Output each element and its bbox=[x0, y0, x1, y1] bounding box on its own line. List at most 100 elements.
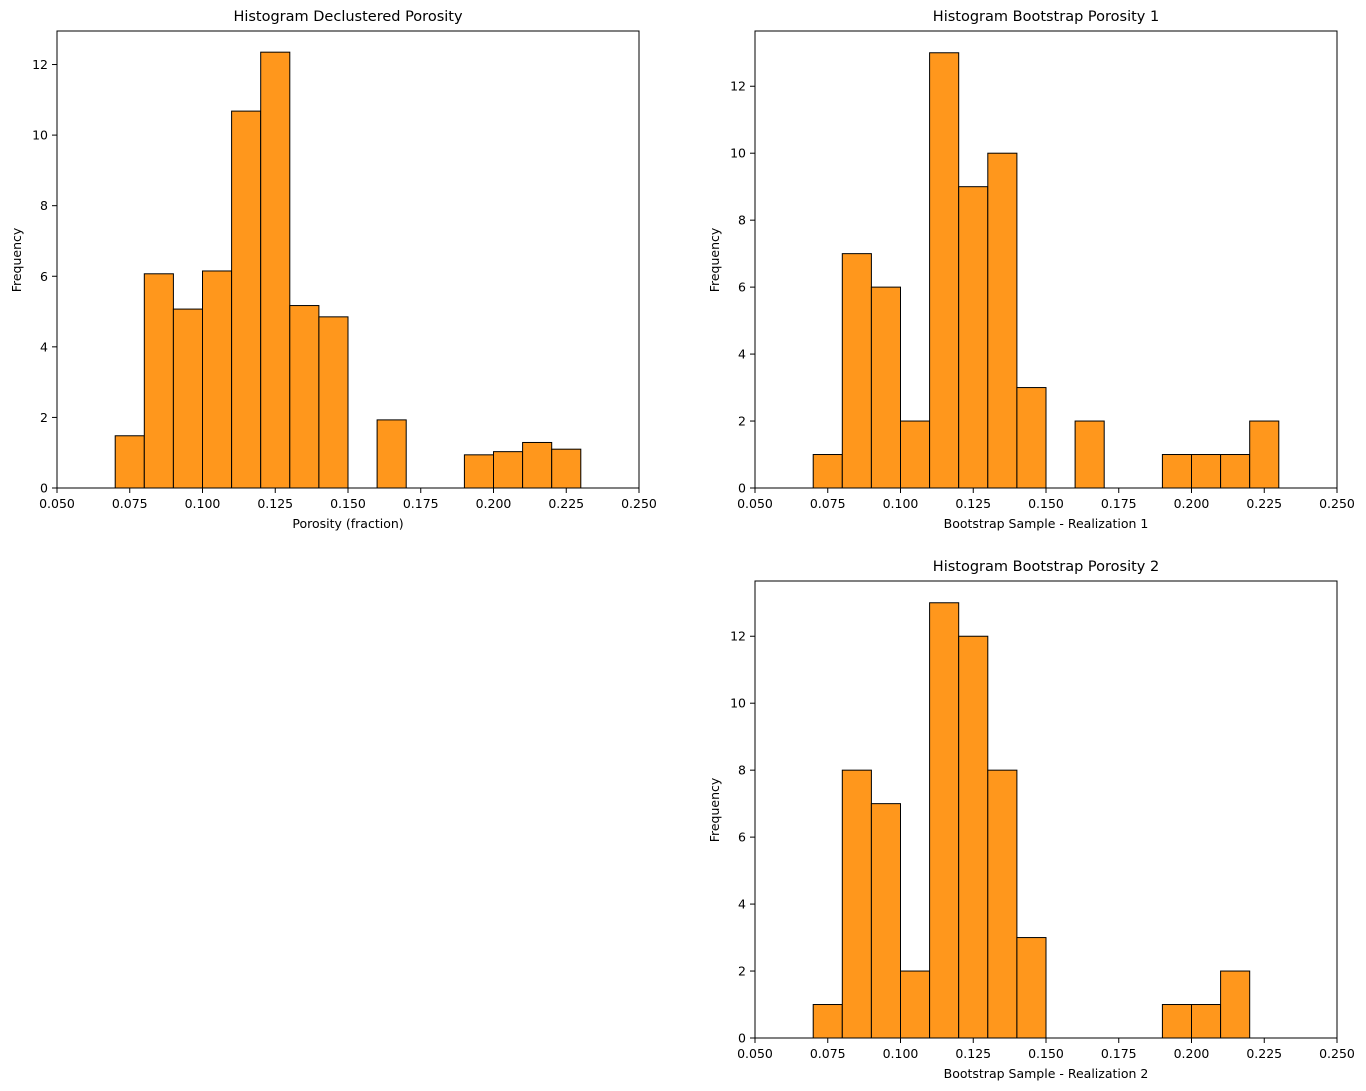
histogram-bar bbox=[841, 769, 872, 1039]
x-tick-label: 0.050 bbox=[737, 1046, 773, 1061]
histogram-bar bbox=[900, 970, 931, 1039]
histogram-bar bbox=[376, 419, 407, 489]
y-tick-label: 2 bbox=[738, 964, 746, 979]
y-tick-label: 6 bbox=[738, 280, 746, 295]
y-axis-label: Frequency bbox=[707, 227, 722, 292]
x-tick-label: 0.075 bbox=[810, 1046, 846, 1061]
x-tick-label: 0.125 bbox=[955, 496, 991, 511]
x-axis-label: Bootstrap Sample - Realization 2 bbox=[944, 1066, 1149, 1081]
histogram-bar bbox=[812, 454, 843, 489]
histogram-bar bbox=[1161, 454, 1193, 489]
y-axis-label: Frequency bbox=[707, 777, 722, 842]
histogram-bar bbox=[1220, 454, 1251, 489]
axes-frame bbox=[754, 580, 1338, 1039]
y-axis-ticks: 0 2 4 6 8 10 12 bbox=[32, 57, 57, 496]
histogram-bar bbox=[1249, 420, 1280, 489]
histogram-bar bbox=[870, 286, 902, 489]
y-tick-label: 12 bbox=[32, 57, 48, 72]
histogram-bar bbox=[987, 769, 1018, 1039]
y-axis-ticks: 0 2 4 6 8 10 12 bbox=[730, 629, 755, 1046]
x-tick-label: 0.125 bbox=[955, 1046, 991, 1061]
x-tick-label: 0.250 bbox=[1319, 496, 1355, 511]
histogram-bar bbox=[318, 316, 349, 489]
x-axis-ticks: 0.050 0.075 0.100 0.125 0.150 0.175 0.200 0.225… bbox=[39, 488, 657, 511]
histogram-bar bbox=[812, 1004, 843, 1039]
y-tick-label: 0 bbox=[40, 481, 48, 496]
chart-title: Histogram Declustered Porosity bbox=[233, 9, 463, 25]
y-tick-label: 0 bbox=[738, 1031, 746, 1046]
x-tick-label: 0.150 bbox=[330, 496, 366, 511]
y-tick-label: 6 bbox=[40, 269, 48, 284]
x-tick-label: 0.100 bbox=[185, 496, 221, 511]
x-tick-label: 0.100 bbox=[883, 496, 919, 511]
histogram-bar bbox=[522, 441, 553, 489]
histogram-bar bbox=[1161, 1004, 1193, 1039]
x-tick-label: 0.175 bbox=[1101, 496, 1137, 511]
histogram-bar bbox=[1191, 454, 1222, 489]
histogram-bar bbox=[1016, 937, 1047, 1039]
x-tick-label: 0.100 bbox=[883, 1046, 919, 1061]
histogram-bar bbox=[289, 305, 320, 489]
histogram-bar bbox=[143, 273, 174, 489]
x-tick-label: 0.150 bbox=[1028, 1046, 1064, 1061]
y-tick-label: 10 bbox=[32, 128, 48, 143]
x-tick-label: 0.225 bbox=[548, 496, 584, 511]
histogram-bar bbox=[260, 51, 291, 489]
histogram-bar bbox=[958, 186, 989, 489]
x-tick-label: 0.250 bbox=[621, 496, 657, 511]
x-tick-label: 0.075 bbox=[112, 496, 148, 511]
histogram-bar bbox=[1074, 420, 1105, 489]
histogram-bar bbox=[202, 270, 233, 489]
x-tick-label: 0.175 bbox=[1101, 1046, 1137, 1061]
histogram-bar bbox=[114, 435, 145, 489]
x-tick-label: 0.075 bbox=[810, 496, 846, 511]
y-tick-label: 6 bbox=[738, 830, 746, 845]
x-tick-label: 0.050 bbox=[39, 496, 75, 511]
histogram-bootstrap-porosity-1: Histogram Bootstrap Porosity 1 0.050 0.07… bbox=[707, 9, 1355, 531]
y-tick-label: 10 bbox=[730, 146, 746, 161]
histogram-bootstrap-porosity-2: Histogram Bootstrap Porosity 2 0.050 0.07… bbox=[707, 559, 1355, 1081]
axes-frame bbox=[56, 30, 640, 489]
x-axis-label: Bootstrap Sample - Realization 1 bbox=[944, 516, 1149, 531]
histogram-bar bbox=[1191, 1004, 1222, 1039]
x-tick-label: 0.250 bbox=[1319, 1046, 1355, 1061]
bars bbox=[114, 51, 582, 489]
x-tick-label: 0.225 bbox=[1246, 496, 1282, 511]
y-tick-label: 4 bbox=[40, 339, 48, 354]
axes-frame bbox=[754, 30, 1338, 489]
histogram-bar bbox=[463, 454, 494, 489]
histogram-bar bbox=[1220, 970, 1251, 1039]
x-tick-label: 0.175 bbox=[403, 496, 439, 511]
chart-title: Histogram Bootstrap Porosity 1 bbox=[933, 9, 1159, 25]
histogram-bar bbox=[929, 52, 960, 489]
y-tick-label: 12 bbox=[730, 629, 746, 644]
histogram-bar bbox=[900, 420, 931, 489]
y-tick-label: 2 bbox=[738, 414, 746, 429]
histogram-declustered-porosity: Histogram Declustered Porosity 0.050 0.07… bbox=[9, 9, 657, 531]
y-axis-ticks: 0 2 4 6 8 10 12 bbox=[730, 79, 755, 496]
histogram-bar bbox=[870, 803, 902, 1039]
y-tick-label: 12 bbox=[730, 79, 746, 94]
y-tick-label: 0 bbox=[738, 481, 746, 496]
y-tick-label: 8 bbox=[738, 213, 746, 228]
histogram-bar bbox=[841, 253, 872, 489]
histogram-bar bbox=[958, 635, 989, 1039]
y-tick-label: 2 bbox=[40, 410, 48, 425]
y-tick-label: 4 bbox=[738, 897, 746, 912]
histogram-bar bbox=[987, 152, 1018, 489]
x-axis-label: Porosity (fraction) bbox=[292, 516, 403, 531]
histogram-bar bbox=[172, 308, 203, 489]
x-axis-ticks: 0.050 0.075 0.100 0.125 0.150 0.175 0.200 0.225… bbox=[737, 1038, 1355, 1061]
x-tick-label: 0.125 bbox=[257, 496, 293, 511]
histogram-bar bbox=[231, 110, 262, 489]
x-tick-label: 0.050 bbox=[737, 496, 773, 511]
x-tick-label: 0.200 bbox=[476, 496, 512, 511]
y-tick-label: 4 bbox=[738, 347, 746, 362]
x-tick-label: 0.225 bbox=[1246, 1046, 1282, 1061]
x-tick-label: 0.150 bbox=[1028, 496, 1064, 511]
y-tick-label: 10 bbox=[730, 696, 746, 711]
y-tick-label: 8 bbox=[40, 198, 48, 213]
bars bbox=[812, 52, 1280, 489]
bars bbox=[812, 602, 1251, 1039]
